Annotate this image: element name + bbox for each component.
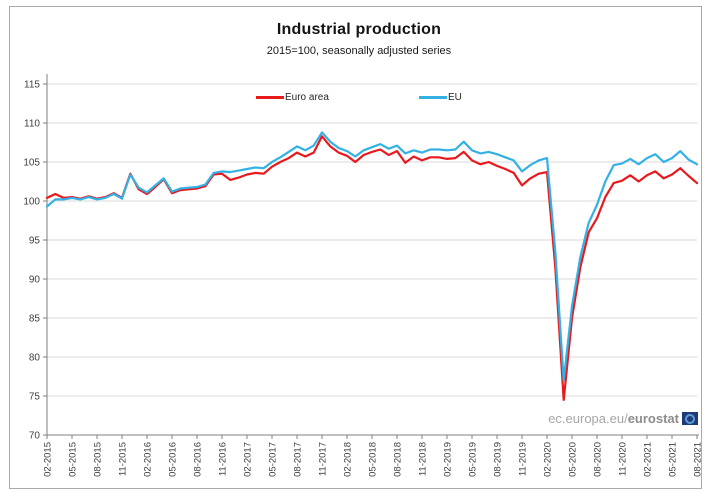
x-tick-label: 11-2018 <box>418 442 429 476</box>
x-tick-label: 02-2021 <box>643 442 654 477</box>
x-tick-label: 11-2015 <box>118 442 129 476</box>
legend-item-euro-area: Euro area <box>256 92 329 103</box>
x-tick-label: 11-2019 <box>518 442 529 476</box>
x-tick-label: 05-2020 <box>568 442 579 477</box>
x-tick-label: 05-2017 <box>268 442 279 477</box>
x-tick-label: 08-2016 <box>193 442 204 477</box>
x-tick-label: 08-2020 <box>593 442 604 477</box>
y-tick-label: 70 <box>29 431 41 442</box>
x-tick-label: 08-2018 <box>393 442 404 477</box>
eurostat-logo-icon <box>682 412 698 425</box>
chart-subtitle: 2015=100, seasonally adjusted series <box>266 45 452 57</box>
x-tick-label: 02-2020 <box>543 442 554 477</box>
x-tick-label: 05-2018 <box>368 442 379 477</box>
y-tick-label: 85 <box>29 314 41 325</box>
x-tick-label: 02-2019 <box>443 442 454 477</box>
x-tick-label: 02-2017 <box>243 442 254 477</box>
legend-label-euro-area: Euro area <box>285 92 329 103</box>
x-tick-label: 08-2021 <box>693 442 704 477</box>
x-tick-label: 02-2018 <box>343 442 354 477</box>
euro-area-line-swatch <box>256 96 284 99</box>
eu-line-swatch <box>419 96 447 99</box>
y-tick-label: 75 <box>29 392 41 403</box>
y-tick-label: 100 <box>23 197 40 208</box>
y-tick-label: 115 <box>24 80 40 91</box>
x-tick-label: 05-2016 <box>168 442 179 477</box>
y-tick-label: 110 <box>24 119 40 130</box>
watermark-eurostat-text: eurostat <box>627 411 679 426</box>
x-tick-label: 08-2017 <box>293 442 304 477</box>
y-tick-label: 90 <box>29 275 41 286</box>
x-tick-label: 05-2015 <box>68 442 79 477</box>
chart-title: Industrial production <box>276 21 442 38</box>
y-tick-label: 105 <box>23 158 40 169</box>
x-tick-label: 11-2016 <box>218 442 229 476</box>
euro-area-series-line <box>45 135 699 401</box>
eu-series-line <box>45 131 699 382</box>
x-tick-label: 05-2021 <box>668 442 679 477</box>
y-tick-label: 80 <box>29 353 41 364</box>
legend-item-eu: EU <box>419 92 462 103</box>
legend-label-eu: EU <box>448 92 462 103</box>
x-tick-label: 11-2017 <box>318 442 329 476</box>
watermark-url-text: ec.europa.eu/ <box>548 411 628 426</box>
y-tick-label: 95 <box>29 236 41 247</box>
x-tick-label: 02-2015 <box>43 442 54 477</box>
x-tick-label: 08-2019 <box>493 442 504 477</box>
x-tick-label: 05-2019 <box>468 442 479 477</box>
eurostat-watermark: ec.europa.eu/eurostat <box>548 411 698 426</box>
x-tick-label: 08-2015 <box>93 442 104 477</box>
x-tick-label: 02-2016 <box>143 442 154 477</box>
x-tick-label: 11-2020 <box>618 442 629 476</box>
